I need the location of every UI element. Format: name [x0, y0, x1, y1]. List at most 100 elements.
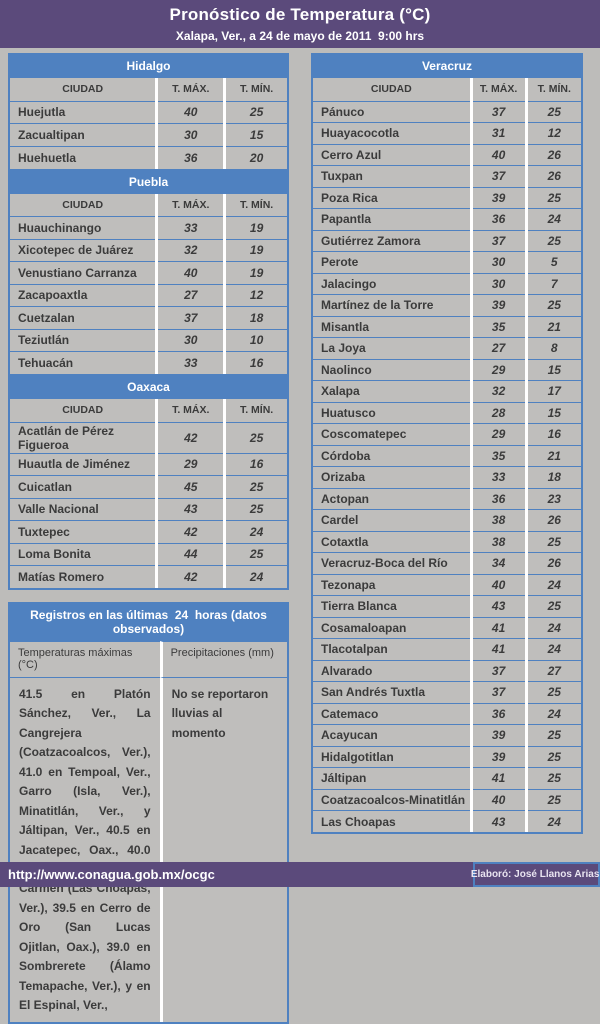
tmax-cell: 40 — [469, 573, 527, 596]
tmin-cell: 19 — [223, 238, 287, 262]
tmin-cell: 10 — [223, 328, 287, 352]
city-cell: Huejutla — [10, 100, 157, 124]
column-header-row: CIUDAD T. MÁX. T. MÍN. — [10, 78, 287, 101]
tmax-cell: 36 — [469, 208, 527, 230]
column-header-tmax: T. MÁX. — [469, 78, 527, 101]
tmax-cell: 30 — [469, 251, 527, 273]
tmin-cell: 12 — [223, 283, 287, 307]
city-cell: Actopan — [313, 487, 472, 510]
table-hidalgo: Hidalgo CIUDAD T. MÁX. T. MÍN. Huejutla — [8, 53, 289, 171]
city-cell: Acayucan — [313, 724, 472, 746]
tmin-cell: 24 — [524, 208, 581, 230]
veracruz-data-table: CIUDAD T. MÁX. T. MÍN. Pánuco 37 25 — [313, 78, 581, 832]
table-row: Gutiérrez Zamora 37 25 — [313, 229, 581, 252]
table-row: Tuxtepec 42 24 — [10, 520, 287, 543]
table-row: Jáltipan 41 25 — [313, 767, 581, 789]
tmin-cell: 12 — [524, 122, 581, 144]
tmax-cell: 41 — [469, 638, 527, 660]
tmin-cell: 25 — [524, 229, 581, 252]
max-temps-header: Temperaturas máximas (°C) — [10, 641, 160, 678]
table-row: Orizaba 33 18 — [313, 466, 581, 488]
table-veracruz-title: Veracruz — [313, 55, 581, 78]
tmin-cell: 16 — [223, 351, 287, 374]
table-row: Córdoba 35 21 — [313, 444, 581, 467]
observed-records-section: Registros en las últimas 24 horas (datos… — [8, 602, 289, 1024]
city-cell: Tehuacán — [10, 351, 157, 374]
table-row: Zacapoaxtla 27 12 — [10, 283, 287, 307]
column-header-row: CIUDAD T. MÁX. T. MÍN. — [10, 399, 287, 422]
tmax-cell: 30 — [155, 123, 225, 146]
city-cell: Cardel — [313, 509, 472, 531]
tmax-cell: 28 — [469, 401, 527, 424]
max-temps-text: 41.5 en Platón Sánchez, Ver., La Cangrej… — [19, 687, 151, 1012]
tmax-cell: 38 — [469, 509, 527, 531]
tmax-cell: 39 — [469, 294, 527, 316]
tmin-cell: 24 — [524, 810, 581, 832]
city-cell: Coatzacoalcos-Minatitlán — [313, 788, 472, 811]
table-row: Huayacocotla 31 12 — [313, 122, 581, 144]
report-subtitle: Xalapa, Ver., a 24 de mayo de 2011 9:00 … — [175, 29, 425, 43]
city-cell: Zacualtipan — [10, 123, 157, 146]
tmin-cell: 26 — [524, 509, 581, 531]
footer-url: http://www.conagua.gob.mx/ocgc — [8, 867, 215, 882]
table-row: Zacualtipan 30 15 — [10, 123, 287, 146]
table-row: Teziutlán 30 10 — [10, 328, 287, 352]
column-header-city: CIUDAD — [313, 78, 472, 101]
table-row: Valle Nacional 43 25 — [10, 497, 287, 521]
table-row: Jalacingo 30 7 — [313, 272, 581, 295]
report-title: Pronóstico de Temperatura (°C) — [169, 5, 431, 24]
tmax-cell: 32 — [155, 238, 225, 262]
column-header-row: CIUDAD T. MÁX. T. MÍN. — [313, 78, 581, 101]
city-cell: Zacapoaxtla — [10, 283, 157, 307]
tmax-cell: 27 — [469, 337, 527, 359]
city-cell: Pánuco — [313, 100, 472, 123]
footer-credit: Elaboró: José Llanos Arias. — [471, 862, 600, 887]
tmax-cell: 29 — [155, 452, 225, 476]
report-body: Hidalgo CIUDAD T. MÁX. T. MÍN. Huejutla — [0, 48, 600, 1024]
city-cell: Tuxtepec — [10, 520, 157, 543]
precipitation-text: No se reportaron lluvias al momento — [159, 678, 287, 1023]
table-row: Martínez de la Torre 39 25 — [313, 294, 581, 316]
tmin-cell: 21 — [524, 315, 581, 338]
column-header-city: CIUDAD — [10, 399, 157, 422]
city-cell: Huatusco — [313, 401, 472, 424]
tmax-cell: 44 — [155, 542, 225, 566]
table-row: Huehuetla 36 20 — [10, 145, 287, 169]
hidalgo-data-table: CIUDAD T. MÁX. T. MÍN. Huejutla 40 25 — [10, 78, 287, 169]
tmin-cell: 25 — [223, 497, 287, 521]
table-puebla: Puebla CIUDAD T. MÁX. T. MÍN. Huauchinan… — [8, 168, 289, 376]
table-row: Hidalgotitlan 39 25 — [313, 745, 581, 768]
tmin-cell: 25 — [524, 530, 581, 553]
tmin-cell: 7 — [524, 272, 581, 295]
tmin-cell: 24 — [524, 702, 581, 725]
city-cell: Catemaco — [313, 702, 472, 725]
tmax-cell: 33 — [469, 466, 527, 488]
right-column: Veracruz CIUDAD T. MÁX. T. MÍN. Pánuco 3 — [311, 53, 583, 834]
tmin-cell: 19 — [223, 261, 287, 284]
report-footer: http://www.conagua.gob.mx/ocgc Elaboró: … — [0, 862, 600, 887]
column-header-tmax: T. MÁX. — [155, 399, 225, 422]
city-cell: Cuetzalan — [10, 306, 157, 329]
tmax-cell: 40 — [469, 143, 527, 166]
table-row: Coatzacoalcos-Minatitlán 40 25 — [313, 788, 581, 811]
table-row: Catemaco 36 24 — [313, 702, 581, 725]
city-cell: Alvarado — [313, 659, 472, 682]
table-row: Poza Rica 39 25 — [313, 186, 581, 209]
city-cell: Las Choapas — [313, 810, 472, 832]
table-row: Actopan 36 23 — [313, 487, 581, 510]
tmax-cell: 37 — [469, 229, 527, 252]
tmin-cell: 24 — [524, 573, 581, 596]
table-row: Tehuacán 33 16 — [10, 351, 287, 374]
tmax-cell: 37 — [155, 306, 225, 329]
tmin-cell: 26 — [524, 143, 581, 166]
tmin-cell: 27 — [524, 659, 581, 682]
observed-records-grid: Temperaturas máximas (°C) Precipitacione… — [10, 641, 287, 1023]
tmin-cell: 25 — [524, 186, 581, 209]
tmin-cell: 16 — [223, 452, 287, 476]
city-cell: Xalapa — [313, 380, 472, 402]
table-row: Cuicatlan 45 25 — [10, 475, 287, 498]
city-cell: Orizaba — [313, 466, 472, 488]
tmax-cell: 37 — [469, 165, 527, 187]
tmax-cell: 36 — [469, 702, 527, 725]
city-cell: Hidalgotitlan — [313, 745, 472, 768]
